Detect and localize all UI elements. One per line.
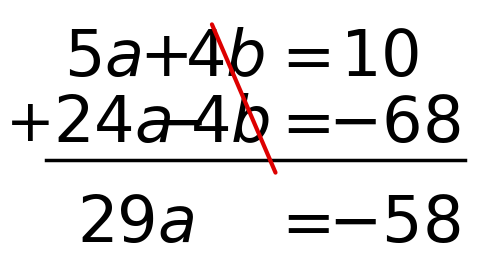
Text: $+$: $+$ (5, 95, 50, 153)
Text: $5a$: $5a$ (64, 27, 142, 89)
Text: $4b$: $4b$ (185, 27, 265, 89)
Text: $=$: $=$ (269, 27, 331, 89)
Text: $24a$: $24a$ (53, 93, 171, 155)
Text: $-68$: $-68$ (328, 93, 460, 155)
Text: $-58$: $-58$ (328, 193, 460, 255)
Text: $=$: $=$ (269, 193, 331, 255)
Text: $29a$: $29a$ (77, 193, 194, 255)
Text: $10$: $10$ (340, 27, 420, 89)
Text: $=$: $=$ (269, 93, 331, 155)
Text: $+$: $+$ (140, 27, 188, 89)
Text: $4b$: $4b$ (190, 93, 270, 155)
Text: $-$: $-$ (154, 93, 203, 155)
